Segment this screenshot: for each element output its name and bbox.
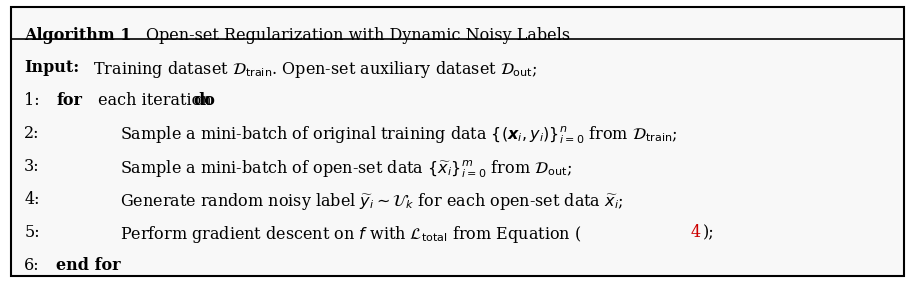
Text: Sample a mini-batch of open-set data $\{\widetilde{x}_i\}_{i=0}^{m}$ from $\math: Sample a mini-batch of open-set data $\{… <box>120 158 572 179</box>
Text: Perform gradient descent on $f$ with $\mathcal{L}_{\mathrm{total}}$ from Equatio: Perform gradient descent on $f$ with $\m… <box>120 224 581 245</box>
Text: );: ); <box>703 224 715 241</box>
Text: 4:: 4: <box>24 191 39 208</box>
Text: Training dataset $\mathcal{D}_{\mathrm{train}}$. Open-set auxiliary dataset $\ma: Training dataset $\mathcal{D}_{\mathrm{t… <box>83 59 538 80</box>
FancyBboxPatch shape <box>10 7 905 276</box>
Text: end for: end for <box>56 257 121 274</box>
Text: 2:: 2: <box>24 125 39 142</box>
Text: 6:: 6: <box>24 257 40 274</box>
Text: Algorithm 1: Algorithm 1 <box>24 27 132 44</box>
Text: do: do <box>193 92 215 109</box>
Text: 4: 4 <box>691 224 701 241</box>
Text: Input:: Input: <box>24 59 80 76</box>
Text: Sample a mini-batch of original training data $\{(\boldsymbol{x}_i, y_i)\}_{i=0}: Sample a mini-batch of original training… <box>120 125 678 147</box>
Text: for: for <box>56 92 82 109</box>
Text: 1:: 1: <box>24 92 40 109</box>
Text: each iteration: each iteration <box>92 92 216 109</box>
Text: Generate random noisy label $\widetilde{y}_i \sim \mathcal{U}_k$ for each open-s: Generate random noisy label $\widetilde{… <box>120 191 624 212</box>
Text: Open-set Regularization with Dynamic Noisy Labels: Open-set Regularization with Dynamic Noi… <box>145 27 570 44</box>
Text: 5:: 5: <box>24 224 40 241</box>
Text: 3:: 3: <box>24 158 40 175</box>
